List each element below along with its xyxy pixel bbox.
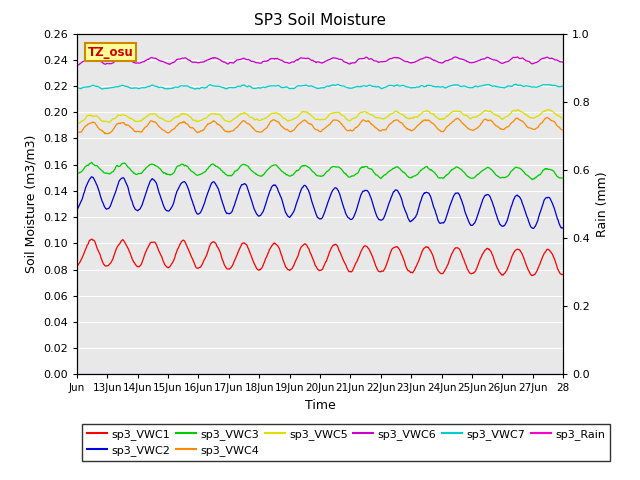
Y-axis label: Rain (mm): Rain (mm) xyxy=(596,171,609,237)
Legend: sp3_VWC1, sp3_VWC2, sp3_VWC3, sp3_VWC4, sp3_VWC5, sp3_VWC6, sp3_VWC7, sp3_Rain: sp3_VWC1, sp3_VWC2, sp3_VWC3, sp3_VWC4, … xyxy=(83,424,610,460)
Title: SP3 Soil Moisture: SP3 Soil Moisture xyxy=(254,13,386,28)
Text: TZ_osu: TZ_osu xyxy=(88,46,133,59)
X-axis label: Time: Time xyxy=(305,399,335,412)
Y-axis label: Soil Moisture (m3/m3): Soil Moisture (m3/m3) xyxy=(24,135,37,273)
